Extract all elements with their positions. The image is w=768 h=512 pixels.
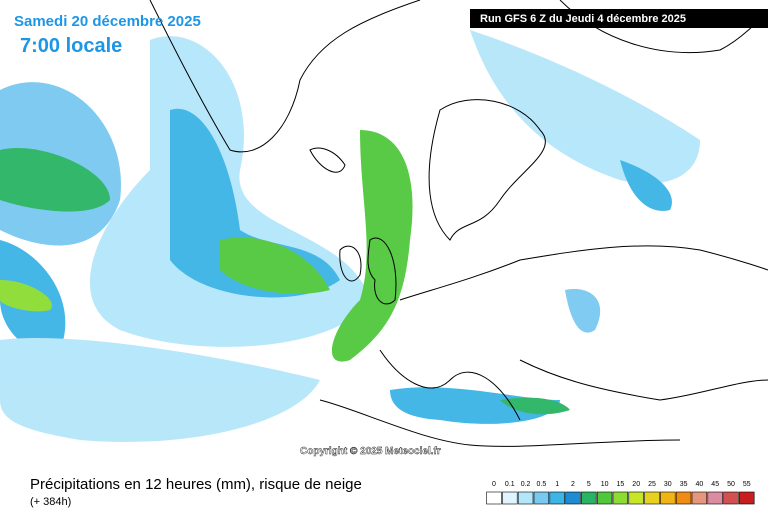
legend-swatch <box>723 491 739 505</box>
copyright: Copyright © 2025 Meteociel.fr <box>300 446 441 457</box>
legend-swatch <box>691 491 708 505</box>
precip-area <box>331 130 413 362</box>
precipitation <box>0 30 700 442</box>
legend-swatch <box>612 491 629 505</box>
precip-area <box>0 338 320 442</box>
lead-time: (+ 384h) <box>30 496 71 508</box>
legend-swatch <box>581 491 597 505</box>
legend-swatch <box>628 491 644 505</box>
precip-area <box>470 30 700 184</box>
coastline <box>339 237 397 305</box>
legend-label: 1 <box>555 481 559 488</box>
coastline <box>319 399 681 447</box>
legend-swatch <box>596 491 613 505</box>
time-label: 7:00 locale <box>20 35 122 57</box>
legend-label: 50 <box>727 481 735 488</box>
legend-label: 0 <box>492 481 496 488</box>
legend-label: 5 <box>587 481 591 488</box>
legend-swatch <box>502 491 518 505</box>
date-label: Samedi 20 décembre 2025 <box>14 13 201 30</box>
legend-label: 35 <box>680 481 688 488</box>
legend-swatch <box>660 491 676 505</box>
precip-area <box>0 280 52 312</box>
precip-area <box>0 148 110 212</box>
legend-label: 20 <box>632 481 640 488</box>
coastline <box>428 99 546 241</box>
coastline <box>379 245 768 421</box>
legend-label: 40 <box>696 481 704 488</box>
legend-label: 0.2 <box>521 481 531 488</box>
legend-label: 10 <box>601 481 609 488</box>
precip-area <box>565 289 601 333</box>
legend-swatch <box>565 491 581 505</box>
legend-label: 15 <box>617 481 625 488</box>
run-box <box>470 9 768 28</box>
legend-swatch <box>675 491 692 505</box>
legend-swatch <box>644 491 660 505</box>
precip-area <box>500 397 570 415</box>
precip-area <box>170 108 340 298</box>
precip-area <box>620 160 672 211</box>
legend-label: 45 <box>711 481 719 488</box>
footer <box>0 470 768 512</box>
legend-swatch <box>739 491 755 505</box>
legend-swatch <box>517 491 534 505</box>
coastline <box>309 147 346 173</box>
coastlines <box>149 0 768 447</box>
footer-title: Précipitations en 12 heures (mm), risque… <box>30 476 362 493</box>
legend-swatch <box>707 491 723 505</box>
legend-label: 25 <box>648 481 656 488</box>
legend-label: 2 <box>571 481 575 488</box>
legend-swatch <box>486 491 502 505</box>
coastline <box>149 0 421 153</box>
legend: 0 0.1 0.2 0.5 1 2 5 10 15 20 25 30 35 40 45 50 55 <box>486 481 755 505</box>
legend-label: 30 <box>664 481 672 488</box>
run-label: Run GFS 6 Z du Jeudi 4 décembre 2025 <box>480 13 686 25</box>
legend-swatch <box>533 491 550 505</box>
legend-label: 0.5 <box>537 481 547 488</box>
legend-label: 55 <box>743 481 751 488</box>
legend-label: 0.1 <box>505 481 515 488</box>
precip-area <box>220 237 330 294</box>
legend-swatch <box>549 491 565 505</box>
